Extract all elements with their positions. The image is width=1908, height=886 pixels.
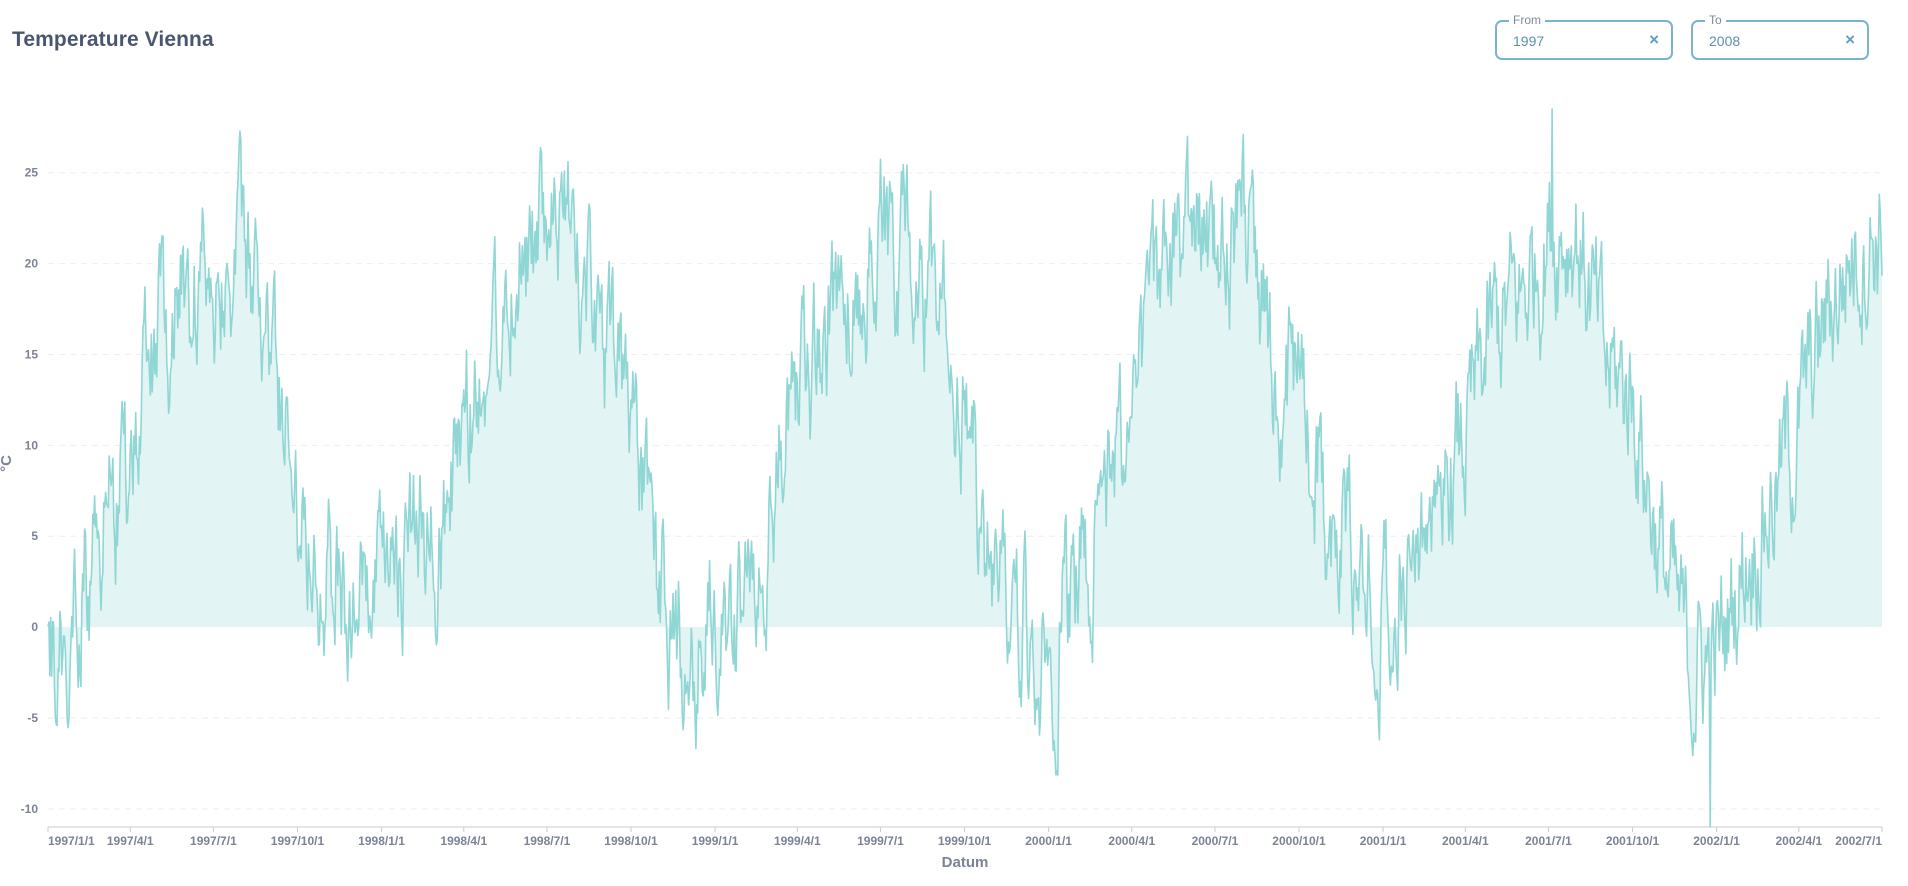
x-axis: 1997/1/1 1997/4/1 1997/7/1 1997/10/1 1998/1/… — [47, 827, 1883, 848]
x-tick-label: 2000/4/1 — [1108, 834, 1155, 848]
x-tick-label: 1998/10/1 — [604, 834, 658, 848]
x-tick-label: 2002/4/1 — [1775, 834, 1822, 848]
x-tick-label: 2001/7/1 — [1525, 834, 1572, 848]
x-tick-label: 1999/1/1 — [692, 834, 739, 848]
y-tick-label: -5 — [27, 711, 38, 725]
y-axis-title: °C — [0, 455, 15, 472]
x-tick-label: 1998/7/1 — [524, 834, 571, 848]
x-axis-title: Datum — [942, 854, 989, 871]
x-tick-label: 1997/4/1 — [107, 834, 154, 848]
x-tick-label: 2001/4/1 — [1442, 834, 1489, 848]
page-title: Temperature Vienna — [12, 28, 214, 51]
x-tick-label: 1998/4/1 — [440, 834, 487, 848]
y-tick-label: 25 — [25, 166, 39, 180]
x-tick-label: 2000/1/1 — [1025, 834, 1072, 848]
x-tick-label: 1998/1/1 — [358, 834, 405, 848]
y-axis: -10 -5 0 5 10 15 20 25 — [21, 166, 39, 816]
y-tick-label: 10 — [25, 438, 39, 452]
temperature-area — [48, 109, 1882, 828]
y-tick-label: 20 — [25, 257, 39, 271]
x-tick-label: 1997/7/1 — [190, 834, 237, 848]
from-filter-label: From — [1509, 13, 1545, 27]
from-filter-value[interactable]: 1997 — [1513, 33, 1545, 49]
to-filter-label: To — [1705, 13, 1726, 27]
x-tick-label: 2000/7/1 — [1192, 834, 1239, 848]
to-filter-value[interactable]: 2008 — [1709, 33, 1741, 49]
x-tick-label: 1997/10/1 — [271, 834, 325, 848]
to-year-filter[interactable]: To 2008 × — [1691, 13, 1869, 60]
y-tick-label: 15 — [25, 347, 39, 361]
temperature-line — [47, 108, 1883, 828]
x-tick-label: 2002/7/1 — [1835, 834, 1882, 848]
close-icon[interactable]: × — [1845, 30, 1855, 49]
y-tick-label: -10 — [21, 802, 39, 816]
x-tick-label: 2000/10/1 — [1272, 834, 1326, 848]
x-tick-label: 1997/1/1 — [48, 834, 95, 848]
x-tick-label: 1999/10/1 — [938, 834, 992, 848]
x-tick-label: 2001/1/1 — [1360, 834, 1407, 848]
x-tick-label: 2002/1/1 — [1693, 834, 1740, 848]
from-year-filter[interactable]: From 1997 × — [1495, 13, 1673, 60]
x-tick-label: 2001/10/1 — [1606, 834, 1660, 848]
close-icon[interactable]: × — [1649, 30, 1659, 49]
y-tick-label: 0 — [31, 620, 38, 634]
x-tick-label: 1999/7/1 — [857, 834, 904, 848]
y-tick-label: 5 — [31, 529, 38, 543]
x-tick-label: 1999/4/1 — [774, 834, 821, 848]
